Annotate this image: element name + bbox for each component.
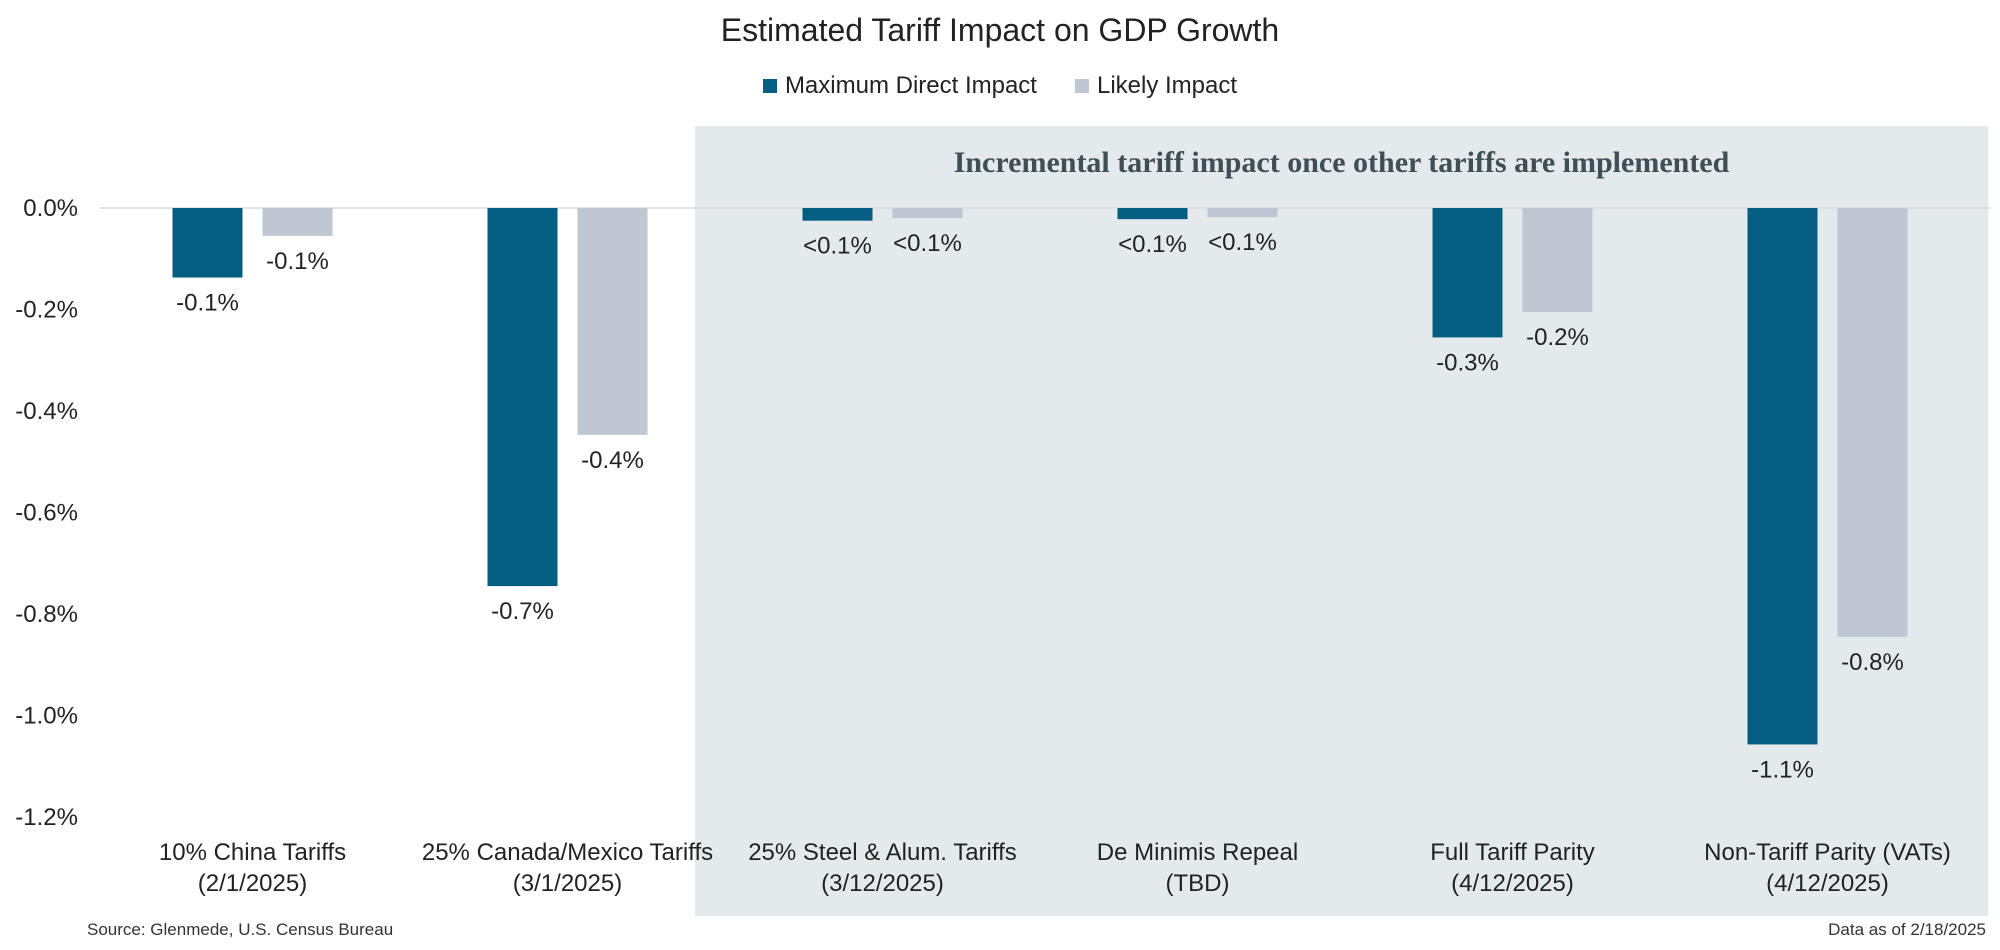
data-label-max-direct: -1.1%	[1751, 756, 1814, 783]
data-date-note: Data as of 2/18/2025	[1828, 920, 1986, 940]
data-label-max-direct: -0.3%	[1436, 349, 1499, 376]
data-label-max-direct: -0.7%	[491, 598, 554, 625]
y-tick-label: -0.2%	[15, 297, 78, 324]
bar-max-direct	[488, 208, 558, 586]
category-date-label: (2/1/2025)	[198, 870, 307, 897]
category-label: Full Tariff Parity	[1430, 839, 1595, 866]
category-label: Non-Tariff Parity (VATs)	[1704, 839, 1951, 866]
legend-label-likely: Likely Impact	[1097, 72, 1237, 100]
y-tick-label: -1.2%	[15, 804, 78, 831]
chart-title: Estimated Tariff Impact on GDP Growth	[0, 12, 2000, 49]
data-label-max-direct: -0.1%	[176, 290, 239, 317]
category-label: 25% Canada/Mexico Tariffs	[422, 839, 713, 866]
legend-label-max-direct: Maximum Direct Impact	[785, 72, 1037, 100]
data-label-likely: -0.4%	[581, 447, 644, 474]
data-label-likely: -0.8%	[1841, 649, 1904, 676]
bar-likely	[1523, 208, 1593, 312]
y-tick-label: -1.0%	[15, 703, 78, 730]
data-label-likely: <0.1%	[1208, 229, 1277, 256]
category-date-label: (3/12/2025)	[821, 870, 944, 897]
bar-likely	[263, 208, 333, 236]
data-label-max-direct: <0.1%	[803, 233, 872, 260]
bar-likely	[893, 208, 963, 218]
legend-swatch-likely	[1075, 79, 1089, 93]
legend-swatch-max-direct	[763, 79, 777, 93]
shaded-region-label: Incremental tariff impact once other tar…	[954, 146, 1730, 179]
y-tick-label: -0.8%	[15, 601, 78, 628]
y-tick-label: -0.6%	[15, 500, 78, 527]
category-date-label: (TBD)	[1166, 870, 1230, 897]
legend-item-likely: Likely Impact	[1075, 72, 1237, 100]
category-label: 10% China Tariffs	[159, 839, 346, 866]
category-date-label: (4/12/2025)	[1766, 870, 1889, 897]
category-label: De Minimis Repeal	[1097, 839, 1298, 866]
category-date-label: (3/1/2025)	[513, 870, 622, 897]
bar-likely	[578, 208, 648, 435]
bar-max-direct	[173, 208, 243, 278]
y-tick-label: 0.0%	[23, 195, 78, 222]
bar-likely	[1838, 208, 1908, 637]
legend: Maximum Direct Impact Likely Impact	[0, 72, 2000, 100]
bar-max-direct	[1748, 208, 1818, 744]
source-note: Source: Glenmede, U.S. Census Bureau	[87, 920, 393, 940]
data-label-max-direct: <0.1%	[1118, 231, 1187, 258]
data-label-likely: -0.1%	[266, 248, 329, 275]
category-date-label: (4/12/2025)	[1451, 870, 1574, 897]
bar-likely	[1208, 208, 1278, 217]
data-label-likely: -0.2%	[1526, 324, 1589, 351]
chart: Incremental tariff impact once other tar…	[0, 0, 2000, 950]
y-tick-label: -0.4%	[15, 398, 78, 425]
legend-item-max-direct: Maximum Direct Impact	[763, 72, 1037, 100]
bar-max-direct	[1118, 208, 1188, 219]
bar-max-direct	[1433, 208, 1503, 337]
bar-max-direct	[803, 208, 873, 221]
category-label: 25% Steel & Alum. Tariffs	[748, 839, 1017, 866]
data-label-likely: <0.1%	[893, 230, 962, 257]
